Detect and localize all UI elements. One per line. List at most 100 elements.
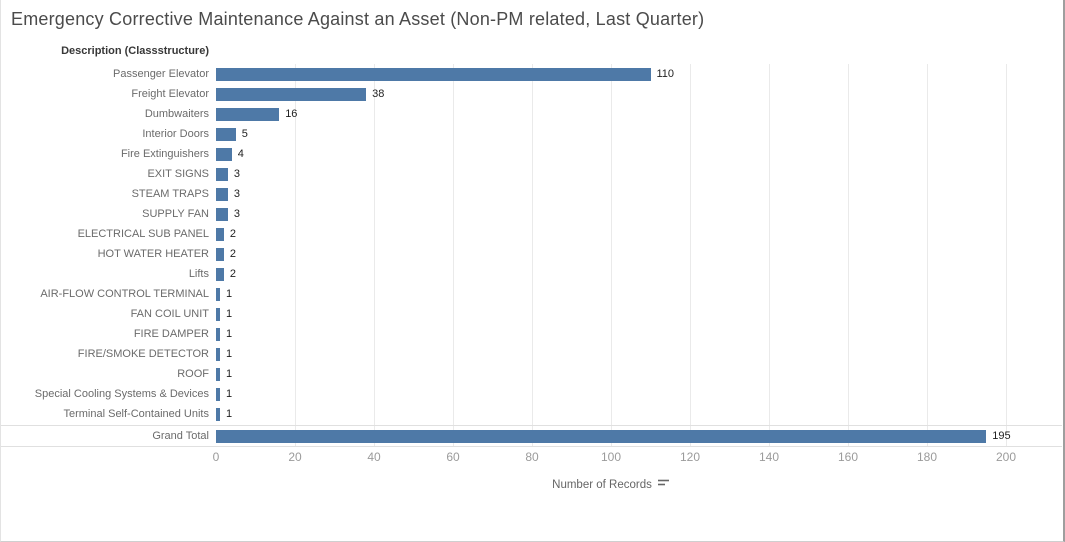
bar[interactable] [216,248,224,261]
value-label: 2 [229,248,237,260]
bar-row: Terminal Self-Contained Units 1 [1,405,1061,425]
category-label: Interior Doors [142,128,209,140]
gridline [453,64,454,447]
value-label: 1 [225,408,233,420]
bar-row: SUPPLY FAN 3 [1,205,1061,225]
value-label: 5 [241,128,248,140]
category-label: Dumbwaiters [144,108,209,120]
bar[interactable] [216,368,220,381]
bar-row: Fire Extinguishers 4 [1,145,1061,165]
bar[interactable] [216,408,220,421]
category-label: Lifts [188,268,209,280]
x-axis-label: Number of Records [552,479,652,491]
value-label: 3 [233,188,240,200]
category-label: FAN COIL UNIT [130,308,209,320]
x-tick-label: 40 [367,450,381,464]
value-label: 1 [225,388,233,400]
category-label: FIRE DAMPER [133,328,209,340]
x-tick-label: 120 [679,450,701,464]
value-label: 2 [229,268,237,280]
column-header: Description (Classstructure) [61,45,209,57]
gridline [848,64,849,447]
category-label: STEAM TRAPS [131,188,209,200]
bar[interactable] [216,268,224,281]
sort-descending-icon[interactable] [657,477,670,490]
gridline [374,64,375,447]
gridline [769,64,770,447]
bar[interactable] [216,168,228,181]
bar-row: Freight Elevator 38 [1,85,1061,105]
bar-row: Passenger Elevator 110 [1,65,1061,85]
gridline [611,64,612,447]
x-tick-label: 140 [758,450,780,464]
x-tick-label: 180 [916,450,938,464]
gridline [927,64,928,447]
bar-row: Special Cooling Systems & Devices 1 [1,385,1061,405]
value-label: 1 [225,368,233,380]
value-label: 3 [233,168,240,180]
grand-total-label: Grand Total [152,430,209,442]
x-tick-label: 80 [525,450,539,464]
bar[interactable] [216,88,367,101]
bar[interactable] [216,68,651,81]
bar[interactable] [216,188,228,201]
value-label: 1 [225,328,233,340]
bar[interactable] [216,288,220,301]
x-tick-label: 200 [995,450,1017,464]
category-label: Special Cooling Systems & Devices [34,388,209,400]
grand-total-row: Grand Total 195 [1,425,1062,447]
bar[interactable] [216,148,232,161]
grand-total-bar[interactable] [216,430,987,443]
value-label: 110 [656,68,675,80]
bar-row: FIRE/SMOKE DETECTOR 1 [1,345,1061,365]
category-label: AIR-FLOW CONTROL TERMINAL [40,288,209,300]
bar-row: STEAM TRAPS 3 [1,185,1061,205]
bar-row: EXIT SIGNS 3 [1,165,1061,185]
category-label: SUPPLY FAN [142,208,209,220]
bar-row: ROOF 1 [1,365,1061,385]
category-label: ELECTRICAL SUB PANEL [77,228,209,240]
bar[interactable] [216,388,220,401]
bar[interactable] [216,128,236,141]
value-label: 4 [237,148,244,160]
bar[interactable] [216,108,280,121]
bar[interactable] [216,348,220,361]
gridline [1006,64,1007,447]
x-tick-label: 100 [600,450,622,464]
category-label: HOT WATER HEATER [97,248,209,260]
value-label: 38 [372,88,385,100]
x-axis-label-wrap: Number of Records [216,477,1006,491]
value-label: 1 [225,288,233,300]
bar[interactable] [216,308,220,321]
category-label: FIRE/SMOKE DETECTOR [77,348,209,360]
bar-row: ELECTRICAL SUB PANEL 2 [1,225,1061,245]
bar-row: FIRE DAMPER 1 [1,325,1061,345]
grand-total-value: 195 [992,430,1011,442]
value-label: 1 [225,308,233,320]
value-label: 2 [229,228,237,240]
value-label: 16 [285,108,298,120]
gridline [532,64,533,447]
bar-row: Interior Doors 5 [1,125,1061,145]
value-label: 1 [225,348,233,360]
category-label: EXIT SIGNS [147,168,209,180]
category-label: Terminal Self-Contained Units [63,408,209,420]
category-label: Freight Elevator [131,88,209,100]
bar[interactable] [216,328,220,341]
category-label: ROOF [177,368,209,380]
chart-title: Emergency Corrective Maintenance Against… [11,9,705,29]
x-tick-label: 160 [837,450,859,464]
bar-row: Dumbwaiters 16 [1,105,1061,125]
bar[interactable] [216,208,228,221]
bar-row: AIR-FLOW CONTROL TERMINAL 1 [1,285,1061,305]
x-tick-label: 60 [446,450,460,464]
category-label: Passenger Elevator [113,68,209,80]
value-label: 3 [233,208,240,220]
gridline [690,64,691,447]
bar[interactable] [216,228,224,241]
bar-row: FAN COIL UNIT 1 [1,305,1061,325]
x-tick-label: 0 [212,450,220,464]
gridline [295,64,296,447]
